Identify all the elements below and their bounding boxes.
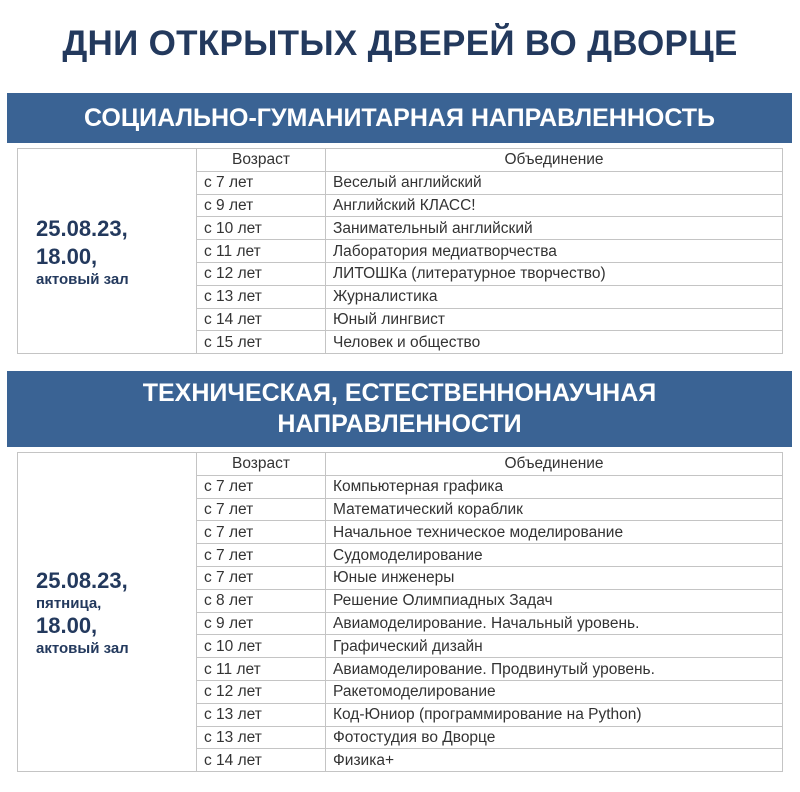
schedule-table-social: 25.08.23, 18.00, актовый зал Возраст Объ… xyxy=(17,147,783,355)
cell-name: Код-Юниор (программирование на Python) xyxy=(325,702,783,727)
event-place: актовый зал xyxy=(36,640,129,658)
cell-age: с 7 лет xyxy=(196,543,326,567)
table-row: с 12 лет Ракетомоделирование xyxy=(18,679,783,704)
event-info: 25.08.23, пятница, 18.00, актовый зал xyxy=(17,451,197,773)
event-info: 25.08.23, 18.00, актовый зал xyxy=(17,147,197,355)
cell-age: с 15 лет xyxy=(196,330,326,355)
cell-name: Математический кораблик xyxy=(325,497,783,522)
table-row: с 9 лет Авиамоделирование. Начальный уров… xyxy=(18,611,783,636)
cell-age: с 11 лет xyxy=(196,657,326,681)
cell-name: ЛИТОШКа (литературное творчество) xyxy=(325,261,783,286)
cell-name: Лаборатория медиатворчества xyxy=(325,239,783,263)
cell-name: Компьютерная графика xyxy=(325,474,783,499)
cell-age: с 8 лет xyxy=(196,588,326,613)
cell-age: с 12 лет xyxy=(196,261,326,286)
cell-name: Английский КЛАСС! xyxy=(325,193,783,218)
cell-name: Фотостудия во Дворце xyxy=(325,725,783,750)
table-row: с 14 лет Юный лингвист xyxy=(18,307,783,332)
event-day: пятница, xyxy=(36,595,102,613)
cell-name: Авиамоделирование. Продвинутый уровень. xyxy=(325,657,783,681)
cell-age: с 13 лет xyxy=(196,725,326,750)
section-heading-social: СОЦИАЛЬНО-ГУМАНИТАРНАЯ НАПРАВЛЕННОСТЬ xyxy=(7,93,792,143)
table-row: с 13 лет Код-Юниор (программирование на P… xyxy=(18,702,783,727)
event-time: 18.00, xyxy=(36,243,98,269)
cell-age: с 10 лет xyxy=(196,216,326,241)
cell-age: с 7 лет xyxy=(196,497,326,522)
cell-age: с 12 лет xyxy=(196,679,326,704)
table-row: с 8 лет Решение Олимпиадных Задач xyxy=(18,588,783,613)
table-header-row: 25.08.23, 18.00, актовый зал Возраст Объ… xyxy=(17,147,783,355)
cell-age: с 13 лет xyxy=(196,702,326,727)
cell-age: с 14 лет xyxy=(196,748,326,773)
cell-name: Авиамоделирование. Начальный уровень. xyxy=(325,611,783,636)
table-row: с 10 лет Занимательный английский xyxy=(18,216,783,241)
cell-age: с 7 лет xyxy=(196,520,326,545)
cell-age: с 7 лет xyxy=(196,474,326,499)
table-row: с 14 лет Физика+ xyxy=(18,748,783,773)
table-row: с 9 лет Английский КЛАСС! xyxy=(18,193,783,218)
cell-age: с 11 лет xyxy=(196,239,326,263)
cell-name: Юный лингвист xyxy=(325,307,783,332)
heading-line: ТЕХНИЧЕСКАЯ, ЕСТЕСТВЕННОНАУЧНАЯ xyxy=(142,379,657,407)
cell-name: Ракетомоделирование xyxy=(325,679,783,704)
heading-line: НАПРАВЛЕННОСТИ xyxy=(277,410,522,438)
cell-name: Человек и общество xyxy=(325,330,783,355)
event-date: 25.08.23, xyxy=(36,215,128,241)
table-row: с 7 лет Юные инженеры xyxy=(18,565,783,590)
table-row: с 12 лет ЛИТОШКа (литературное творчество… xyxy=(18,261,783,286)
cell-name: Журналистика xyxy=(325,284,783,309)
cell-name: Юные инженеры xyxy=(325,565,783,590)
event-date: 25.08.23, xyxy=(36,568,128,594)
table-row: с 7 лет Математический кораблик xyxy=(18,497,783,522)
cell-name: Физика+ xyxy=(325,748,783,773)
cell-name: Веселый английский xyxy=(325,170,783,195)
cell-name: Решение Олимпиадных Задач xyxy=(325,588,783,613)
header-age: Возраст xyxy=(196,148,326,172)
cell-age: с 7 лет xyxy=(196,170,326,195)
cell-name: Начальное техническое моделирование xyxy=(325,520,783,545)
table-row: с 10 лет Графический дизайн xyxy=(18,634,783,659)
header-name: Объединение xyxy=(325,148,783,172)
cell-age: с 9 лет xyxy=(196,193,326,218)
cell-age: с 13 лет xyxy=(196,284,326,309)
cell-age: с 7 лет xyxy=(196,565,326,590)
cell-name: Судомоделирование xyxy=(325,543,783,567)
header-name: Объединение xyxy=(325,452,783,476)
page-title: ДНИ ОТКРЫТЫХ ДВЕРЕЙ ВО ДВОРЦЕ xyxy=(62,24,738,63)
cell-age: с 10 лет xyxy=(196,634,326,659)
table-row: с 15 лет Человек и общество xyxy=(18,330,783,355)
schedule-table-technical: 25.08.23, пятница, 18.00, актовый зал Во… xyxy=(17,451,783,773)
header-age: Возраст xyxy=(196,452,326,476)
cell-name: Занимательный английский xyxy=(325,216,783,241)
cell-age: с 9 лет xyxy=(196,611,326,636)
cell-age: с 14 лет xyxy=(196,307,326,332)
cell-name: Графический дизайн xyxy=(325,634,783,659)
table-row: с 7 лет Начальное техническое моделирован… xyxy=(18,520,783,545)
table-header-row: 25.08.23, пятница, 18.00, актовый зал Во… xyxy=(17,451,783,773)
table-row: с 13 лет Фотостудия во Дворце xyxy=(18,725,783,750)
table-row: с 7 лет Компьютерная графика xyxy=(18,474,783,499)
event-time: 18.00, xyxy=(36,613,98,639)
table-row: с 7 лет Судомоделирование xyxy=(18,543,783,567)
table-row: с 11 лет Авиамоделирование. Продвинутый у… xyxy=(18,657,783,681)
section-heading-technical: ТЕХНИЧЕСКАЯ, ЕСТЕСТВЕННОНАУЧНАЯ НАПРАВЛЕ… xyxy=(7,371,792,447)
event-place: актовый зал xyxy=(36,270,129,288)
